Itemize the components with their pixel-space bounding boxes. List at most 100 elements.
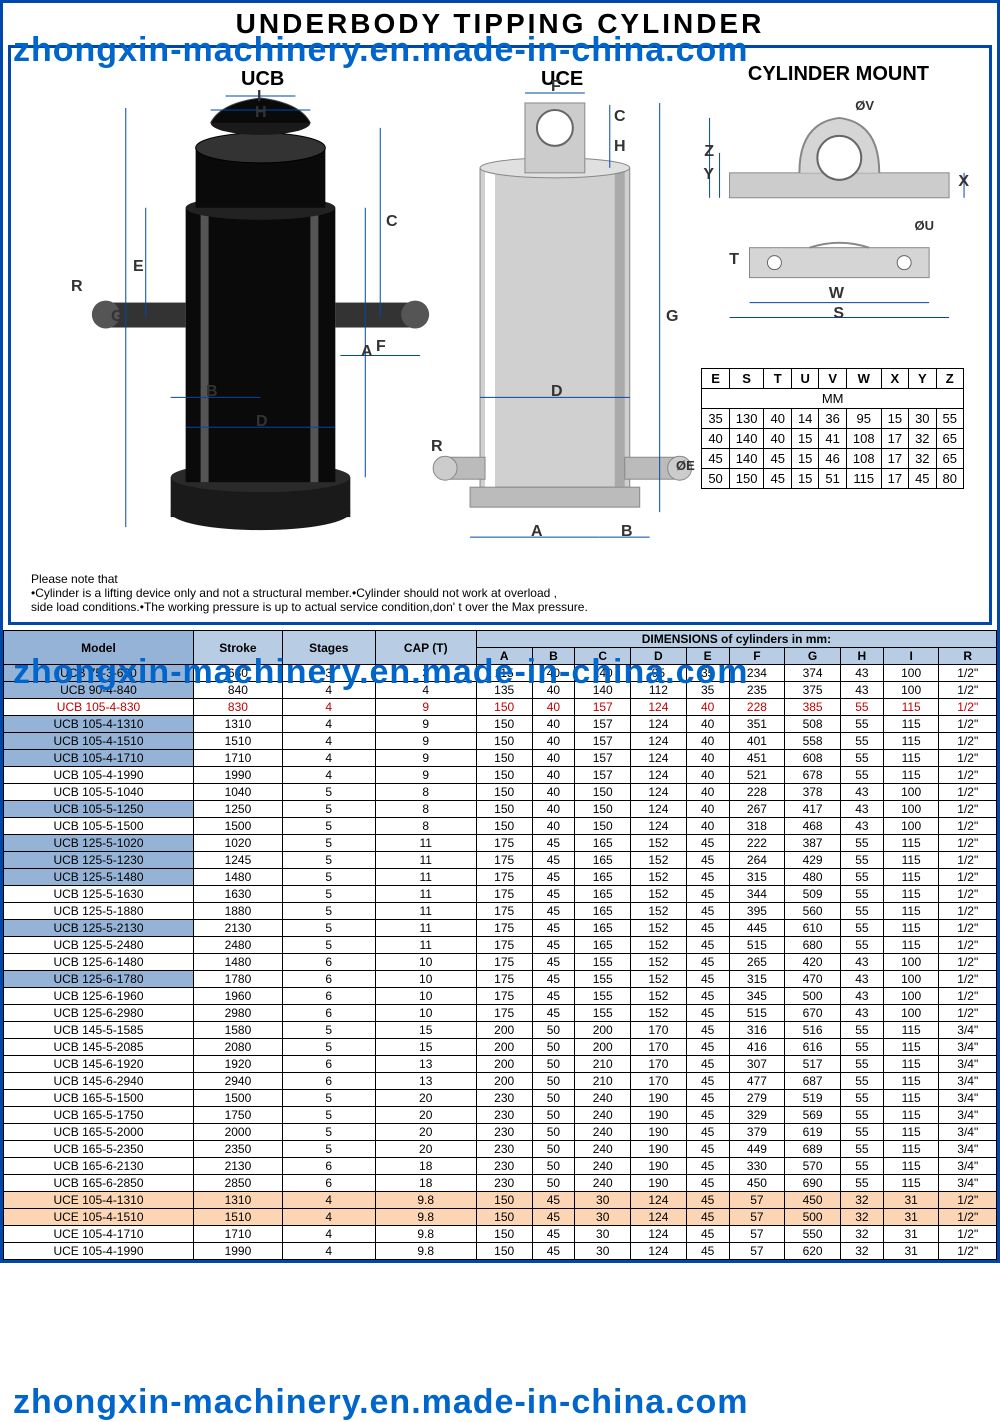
spec-cell: 1/2" bbox=[939, 1209, 997, 1226]
spec-cell: 165 bbox=[575, 937, 631, 954]
mount-cell: 17 bbox=[881, 429, 908, 449]
spec-cell: 230 bbox=[476, 1090, 532, 1107]
spec-cell: 1/2" bbox=[939, 954, 997, 971]
spec-cell: 45 bbox=[686, 1192, 729, 1209]
spec-cell: 115 bbox=[883, 1175, 939, 1192]
spec-cell: 100 bbox=[883, 954, 939, 971]
spec-cell: 1/2" bbox=[939, 971, 997, 988]
spec-cell: 509 bbox=[785, 886, 841, 903]
mount-cell: 150 bbox=[729, 469, 764, 489]
spec-cell: UCB 105-4-1710 bbox=[4, 750, 194, 767]
spec-cell: 395 bbox=[729, 903, 785, 920]
spec-cell: 11 bbox=[375, 937, 476, 954]
spec-cell: 8 bbox=[375, 784, 476, 801]
ann-f: F bbox=[376, 338, 386, 356]
spec-cell: 55 bbox=[840, 1141, 883, 1158]
spec-cell: 375 bbox=[785, 682, 841, 699]
spec-cell: 170 bbox=[631, 1056, 687, 1073]
spec-row: UCE 105-4-1990199049.8150453012445576203… bbox=[4, 1243, 997, 1260]
spec-cell: 265 bbox=[729, 954, 785, 971]
spec-cell: 55 bbox=[840, 1022, 883, 1039]
spec-row: UCB 105-4-830830491504015712440228385551… bbox=[4, 699, 997, 716]
mount-cell: 36 bbox=[819, 409, 846, 429]
ann-r2: R bbox=[431, 438, 443, 456]
spec-cell: 190 bbox=[631, 1124, 687, 1141]
spec-cell: 43 bbox=[840, 682, 883, 699]
spec-cell: UCB 125-5-1020 bbox=[4, 835, 194, 852]
mount-header-cell: S bbox=[729, 369, 764, 389]
spec-cell: 55 bbox=[840, 886, 883, 903]
mount-cell: 45 bbox=[909, 469, 936, 489]
mount-cell: 40 bbox=[702, 429, 729, 449]
spec-cell: 344 bbox=[729, 886, 785, 903]
spec-cell: UCB 125-6-1780 bbox=[4, 971, 194, 988]
spec-row: UCB 125-5-213021305111754516515245445610… bbox=[4, 920, 997, 937]
spec-cell: 1580 bbox=[193, 1022, 282, 1039]
spec-cell: 31 bbox=[883, 1192, 939, 1209]
spec-cell: 9 bbox=[375, 699, 476, 716]
spec-cell: 200 bbox=[476, 1022, 532, 1039]
spec-cell: 40 bbox=[532, 801, 575, 818]
uce-drawing bbox=[433, 93, 691, 537]
spec-cell: 40 bbox=[532, 733, 575, 750]
spec-cell: 9 bbox=[375, 767, 476, 784]
spec-cell: 18 bbox=[375, 1158, 476, 1175]
spec-cell: 5 bbox=[282, 886, 375, 903]
spec-cell: 124 bbox=[631, 1243, 687, 1260]
spec-cell: 230 bbox=[476, 1158, 532, 1175]
ann-y: Y bbox=[703, 166, 714, 184]
mount-cell: 45 bbox=[764, 449, 791, 469]
mount-row: 45140451546108173265 bbox=[702, 449, 964, 469]
ann-a: A bbox=[361, 343, 373, 361]
spec-cell: 175 bbox=[476, 920, 532, 937]
spec-cell: 1/2" bbox=[939, 750, 997, 767]
spec-cell: 4 bbox=[282, 767, 375, 784]
spec-cell: 240 bbox=[575, 1158, 631, 1175]
spec-cell: 680 bbox=[785, 937, 841, 954]
label-cylinder-mount: CYLINDER MOUNT bbox=[748, 63, 929, 86]
spec-cell: 830 bbox=[193, 699, 282, 716]
spec-cell: 40 bbox=[532, 699, 575, 716]
spec-cell: 13 bbox=[375, 1073, 476, 1090]
spec-cell: 152 bbox=[631, 886, 687, 903]
spec-cell: 416 bbox=[729, 1039, 785, 1056]
spec-cell: 50 bbox=[532, 1124, 575, 1141]
spec-cell: 100 bbox=[883, 665, 939, 682]
spec-cell: 40 bbox=[686, 716, 729, 733]
ann-b: B bbox=[206, 383, 218, 401]
spec-cell: 3/4" bbox=[939, 1056, 997, 1073]
spec-row: UCB 125-5-148014805111754516515245315480… bbox=[4, 869, 997, 886]
spec-cell: 100 bbox=[883, 1005, 939, 1022]
spec-cell: 165 bbox=[575, 920, 631, 937]
spec-cell: 5 bbox=[282, 1090, 375, 1107]
ann-w: W bbox=[829, 285, 844, 303]
spec-cell: 2080 bbox=[193, 1039, 282, 1056]
spec-cell: 150 bbox=[476, 767, 532, 784]
spec-cell: 57 bbox=[729, 1209, 785, 1226]
spec-cell: 55 bbox=[840, 699, 883, 716]
spec-row: UCB 125-6-178017806101754515515245315470… bbox=[4, 971, 997, 988]
spec-cell: 45 bbox=[686, 1124, 729, 1141]
spec-cell: 9 bbox=[375, 750, 476, 767]
mount-cell: 51 bbox=[819, 469, 846, 489]
spec-cell: 115 bbox=[883, 903, 939, 920]
spec-cell: 10 bbox=[375, 971, 476, 988]
spec-cell: 30 bbox=[575, 1226, 631, 1243]
spec-cell: 45 bbox=[686, 852, 729, 869]
spec-cell: 175 bbox=[476, 835, 532, 852]
spec-cell: 175 bbox=[476, 869, 532, 886]
spec-cell: 45 bbox=[686, 1022, 729, 1039]
spec-cell: 1/2" bbox=[939, 920, 997, 937]
spec-cell: 124 bbox=[631, 1209, 687, 1226]
mount-cell: 80 bbox=[936, 469, 963, 489]
spec-cell: 40 bbox=[686, 801, 729, 818]
spec-cell: 45 bbox=[532, 1209, 575, 1226]
spec-cell: 124 bbox=[631, 818, 687, 835]
mount-cell: 45 bbox=[702, 449, 729, 469]
mount-cell: 46 bbox=[819, 449, 846, 469]
spec-cell: 2130 bbox=[193, 920, 282, 937]
spec-cell: 9.8 bbox=[375, 1192, 476, 1209]
spec-cell: 670 bbox=[785, 1005, 841, 1022]
spec-cell: 1510 bbox=[193, 1209, 282, 1226]
spec-row: UCB 165-6-285028506182305024019045450690… bbox=[4, 1175, 997, 1192]
